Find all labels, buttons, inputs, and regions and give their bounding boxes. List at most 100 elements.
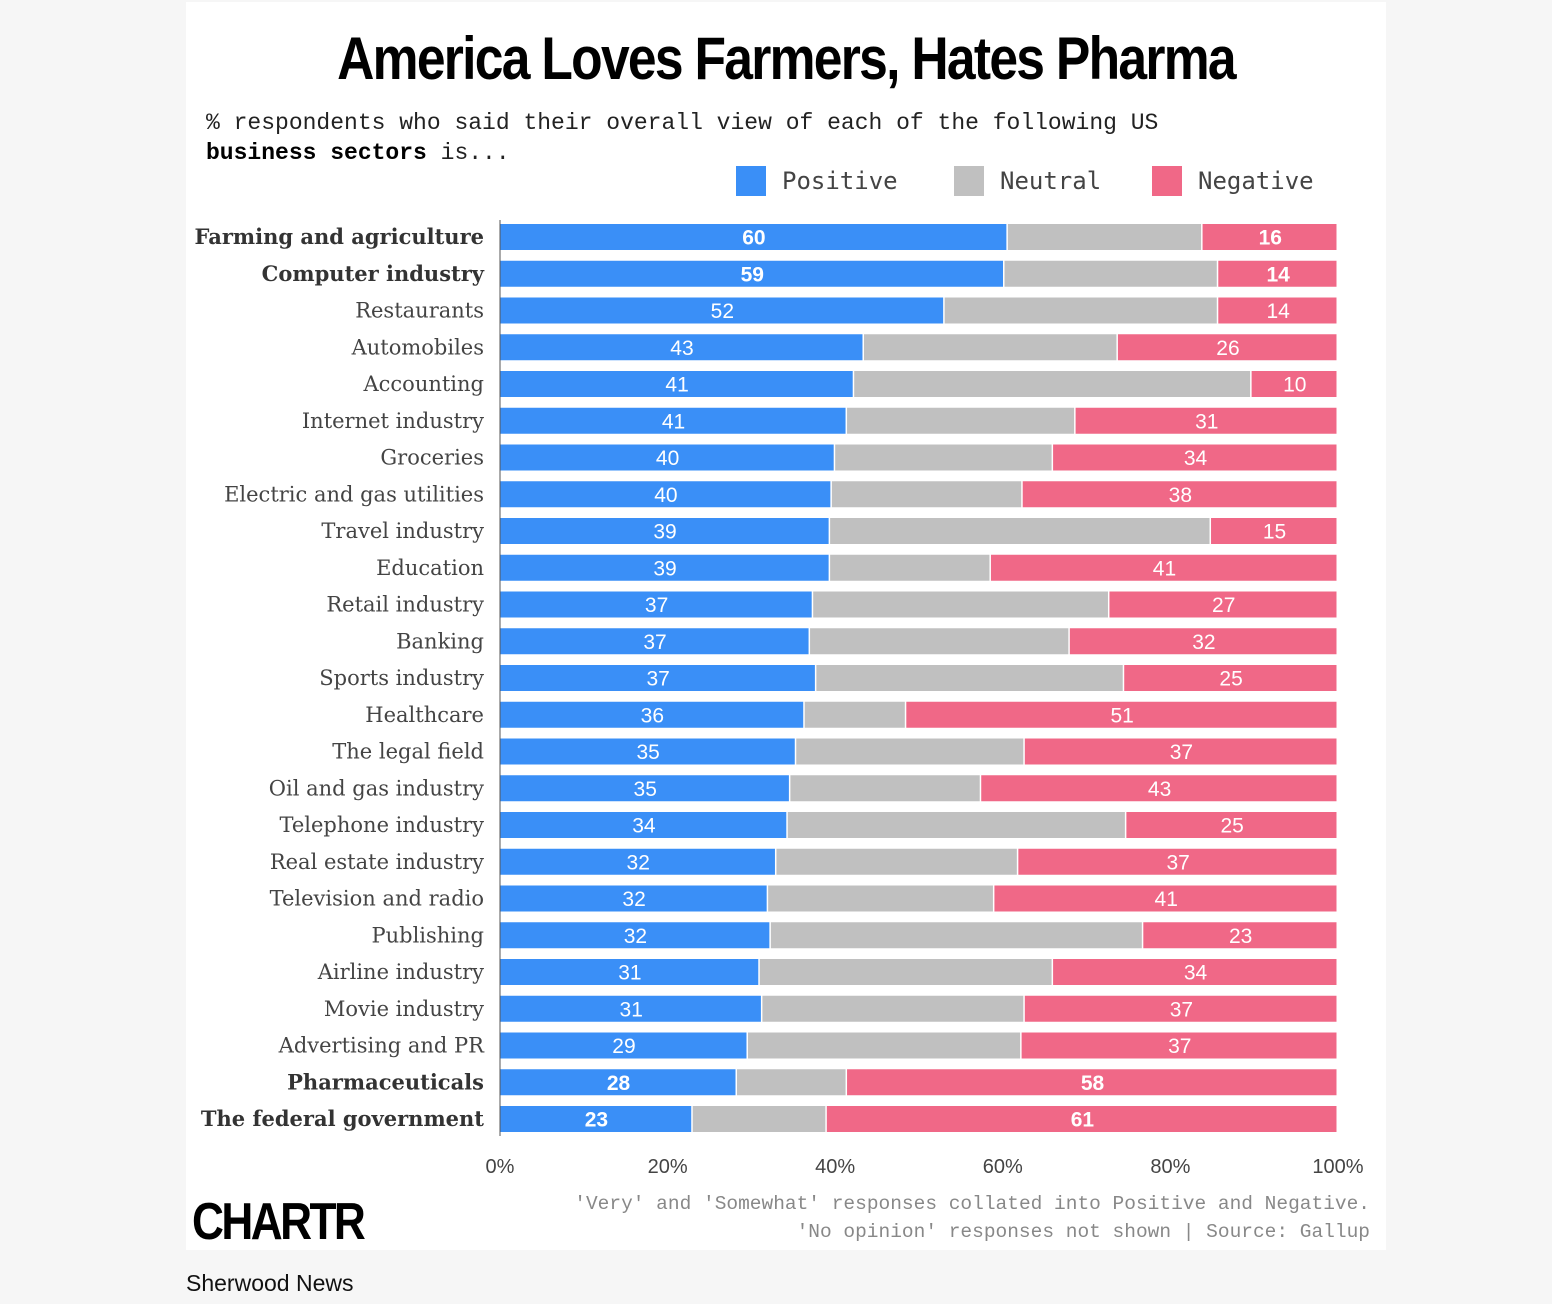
bar-negative bbox=[1018, 848, 1337, 875]
data-label-positive: 32 bbox=[627, 851, 650, 874]
bar-neutral bbox=[790, 775, 980, 802]
footnote: 'Very' and 'Somewhat' responses collated… bbox=[574, 1190, 1370, 1246]
bar-positive bbox=[500, 628, 809, 655]
category-label: Pharmaceuticals bbox=[287, 1069, 484, 1094]
category-label: Television and radio bbox=[270, 887, 484, 911]
data-label-negative: 38 bbox=[1169, 484, 1192, 507]
data-label-negative: 37 bbox=[1166, 851, 1189, 874]
data-label-negative: 61 bbox=[1071, 1109, 1095, 1132]
data-label-negative: 14 bbox=[1266, 263, 1290, 286]
bar-positive bbox=[500, 371, 853, 397]
bar-positive bbox=[500, 848, 775, 875]
bar-neutral bbox=[759, 959, 1052, 985]
data-label-positive: 35 bbox=[634, 778, 657, 801]
data-label-positive: 43 bbox=[670, 337, 693, 360]
bar-positive bbox=[500, 959, 759, 985]
data-label-negative: 31 bbox=[1195, 410, 1218, 433]
category-label: Sports industry bbox=[319, 666, 484, 690]
bar-neutral bbox=[692, 1106, 826, 1132]
chart-title: America Loves Farmers, Hates Pharma bbox=[337, 25, 1236, 92]
bar-positive bbox=[500, 885, 767, 912]
bar-negative bbox=[1069, 628, 1337, 655]
bar-negative bbox=[981, 775, 1337, 802]
bar-negative bbox=[1202, 224, 1337, 250]
legend-positive-label: Positive bbox=[782, 167, 898, 195]
data-label-positive: 32 bbox=[622, 888, 645, 911]
category-label: Banking bbox=[396, 629, 484, 653]
data-label-negative: 41 bbox=[1153, 557, 1176, 580]
bar-positive bbox=[500, 738, 795, 765]
data-label-positive: 59 bbox=[741, 263, 764, 286]
bar-positive bbox=[500, 995, 761, 1022]
category-label: Oil and gas industry bbox=[269, 776, 484, 800]
legend-neutral-label: Neutral bbox=[1000, 167, 1102, 195]
bar-negative bbox=[1124, 665, 1337, 691]
bar-positive bbox=[500, 481, 831, 508]
data-label-positive: 37 bbox=[643, 631, 666, 654]
category-label: Electric and gas utilities bbox=[224, 482, 484, 506]
category-label: Restaurants bbox=[355, 299, 484, 323]
data-label-negative: 41 bbox=[1155, 888, 1178, 911]
data-label-positive: 39 bbox=[653, 521, 676, 544]
x-tick-label: 100% bbox=[1312, 1156, 1363, 1178]
bar-neutral bbox=[835, 444, 1052, 471]
bar-neutral bbox=[796, 738, 1024, 765]
data-label-positive: 39 bbox=[653, 557, 676, 580]
bar-positive bbox=[500, 665, 815, 691]
data-label-positive: 37 bbox=[645, 594, 668, 617]
legend-negative: Negative bbox=[1152, 164, 1314, 198]
data-label-positive: 23 bbox=[585, 1109, 608, 1132]
legend-positive-swatch bbox=[736, 166, 766, 196]
stacked-bar-chart: Farming and agriculture 60 16 Computer indu… bbox=[194, 220, 1364, 1178]
chart-subtitle: % respondents who said their overall vie… bbox=[206, 108, 1326, 168]
bar-negative bbox=[1075, 407, 1337, 434]
bar-negative bbox=[1024, 995, 1337, 1022]
bar-neutral bbox=[810, 628, 1069, 655]
data-label-negative: 37 bbox=[1170, 998, 1193, 1021]
bar-negative bbox=[1251, 371, 1337, 397]
bar-positive bbox=[500, 1069, 736, 1096]
category-label: Accounting bbox=[362, 372, 484, 396]
category-label: Computer industry bbox=[262, 261, 485, 286]
bar-positive bbox=[500, 775, 789, 802]
category-label: Farming and agriculture bbox=[194, 224, 484, 249]
bar-neutral bbox=[776, 848, 1017, 875]
bar-neutral bbox=[816, 665, 1123, 691]
bar-neutral bbox=[813, 591, 1108, 618]
legend-positive: Positive bbox=[736, 164, 898, 198]
bar-positive bbox=[500, 224, 1007, 250]
data-label-positive: 40 bbox=[656, 447, 679, 470]
data-label-positive: 35 bbox=[636, 741, 659, 764]
x-tick-label: 60% bbox=[983, 1156, 1023, 1178]
bar-negative bbox=[847, 1069, 1337, 1096]
bar-positive bbox=[500, 554, 829, 581]
x-tick-label: 80% bbox=[1150, 1156, 1190, 1178]
bar-negative bbox=[1021, 1032, 1337, 1059]
data-label-negative: 43 bbox=[1148, 778, 1171, 801]
data-label-positive: 60 bbox=[742, 227, 765, 250]
legend-negative-label: Negative bbox=[1198, 167, 1314, 195]
bar-neutral bbox=[863, 334, 1117, 361]
bar-negative bbox=[1143, 922, 1337, 949]
data-label-positive: 41 bbox=[665, 374, 688, 397]
bar-negative bbox=[1211, 518, 1337, 544]
bar-negative bbox=[990, 554, 1337, 581]
category-label: Telephone industry bbox=[279, 813, 484, 837]
category-label: Travel industry bbox=[321, 519, 484, 543]
brand-name: Sherwood News bbox=[186, 1270, 354, 1296]
bar-negative bbox=[994, 885, 1337, 912]
bar-neutral bbox=[944, 297, 1217, 324]
bar-negative bbox=[1053, 959, 1337, 985]
category-label: Advertising and PR bbox=[278, 1034, 486, 1058]
bar-positive bbox=[500, 1032, 747, 1059]
bar-negative bbox=[1109, 591, 1337, 618]
data-label-positive: 52 bbox=[711, 300, 734, 323]
data-label-negative: 23 bbox=[1229, 925, 1252, 948]
bar-negative bbox=[1022, 481, 1337, 508]
bar-negative bbox=[826, 1106, 1337, 1132]
data-label-positive: 29 bbox=[612, 1035, 635, 1058]
category-label: Movie industry bbox=[324, 997, 484, 1021]
x-tick-label: 0% bbox=[486, 1156, 515, 1178]
bar-positive bbox=[500, 518, 829, 544]
bar-positive bbox=[500, 701, 804, 728]
